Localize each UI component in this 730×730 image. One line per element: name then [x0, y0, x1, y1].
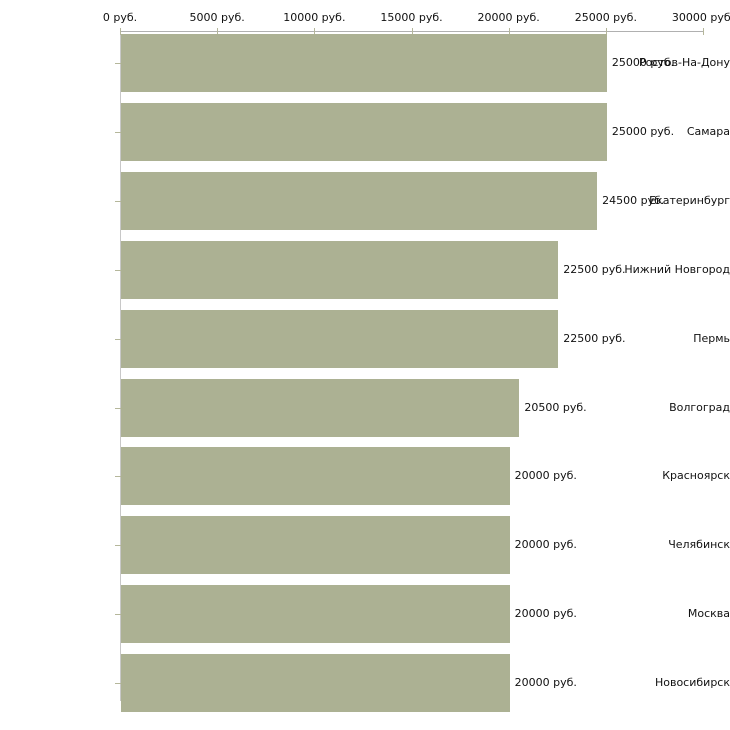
x-axis-tick	[411, 28, 413, 35]
category-label: Москва	[687, 607, 730, 621]
bar	[121, 309, 559, 368]
category-label: Новосибирск	[654, 676, 730, 690]
x-axis-tick-label: 30000 руб.	[671, 11, 730, 24]
category-label: Волгоград	[669, 400, 730, 414]
category-label: Челябинск	[668, 538, 730, 552]
bar	[121, 102, 607, 161]
x-axis-tick	[217, 28, 219, 35]
x-axis-tick	[605, 28, 607, 35]
bar-value-label: 22500 руб.	[563, 331, 626, 345]
category-label: Ростов-На-Дону	[638, 56, 730, 69]
y-axis-tick	[115, 476, 121, 478]
x-axis-tick-label: 25000 руб.	[574, 11, 637, 24]
bar	[121, 516, 510, 575]
bar-value-label: 25000 руб.	[611, 56, 675, 69]
y-axis-tick	[115, 338, 121, 340]
bar-value-label: 22500 руб.	[563, 262, 626, 276]
bar	[121, 447, 510, 506]
bar-value-label: 24500 руб.	[602, 193, 665, 207]
bar-value-label: 20000 руб.	[514, 676, 577, 690]
bar	[121, 585, 510, 644]
x-axis-tick-label: 0 руб.	[102, 11, 138, 24]
x-axis-tick	[314, 28, 316, 35]
y-axis-tick	[115, 407, 121, 409]
y-axis-tick	[115, 614, 121, 616]
y-axis-tick	[115, 269, 121, 271]
bar	[121, 654, 510, 713]
bar	[121, 240, 559, 299]
x-axis-tick-label: 10000 руб.	[283, 11, 346, 24]
y-axis-tick	[115, 63, 121, 64]
y-axis-tick	[115, 545, 121, 547]
bar-value-label: 20500 руб.	[524, 400, 587, 414]
bar-value-label: 20000 руб.	[514, 538, 577, 552]
category-label: Нижний Новгород	[624, 262, 730, 276]
bar	[121, 171, 598, 230]
x-axis-tick-label: 20000 руб.	[477, 11, 540, 24]
x-axis-tick-label: 5000 руб.	[189, 11, 245, 24]
y-axis-line	[120, 31, 121, 701]
category-label: Пермь	[693, 331, 730, 345]
category-label: Екатеринбург	[649, 193, 730, 207]
bar-value-label: 20000 руб.	[514, 607, 577, 621]
x-axis-tick	[703, 28, 704, 35]
category-label: Красноярск	[662, 469, 730, 483]
y-axis-tick	[115, 131, 121, 133]
x-axis-tick	[508, 28, 510, 35]
bar-value-label: 20000 руб.	[514, 469, 577, 483]
x-axis-tick	[120, 28, 121, 35]
bar-value-label: 25000 руб.	[611, 124, 675, 138]
y-axis-tick	[115, 200, 121, 202]
y-axis-tick	[115, 683, 121, 685]
bar	[121, 34, 607, 92]
x-axis-tick-label: 15000 руб.	[380, 11, 443, 24]
category-label: Самара	[686, 124, 730, 138]
bar	[121, 378, 520, 437]
